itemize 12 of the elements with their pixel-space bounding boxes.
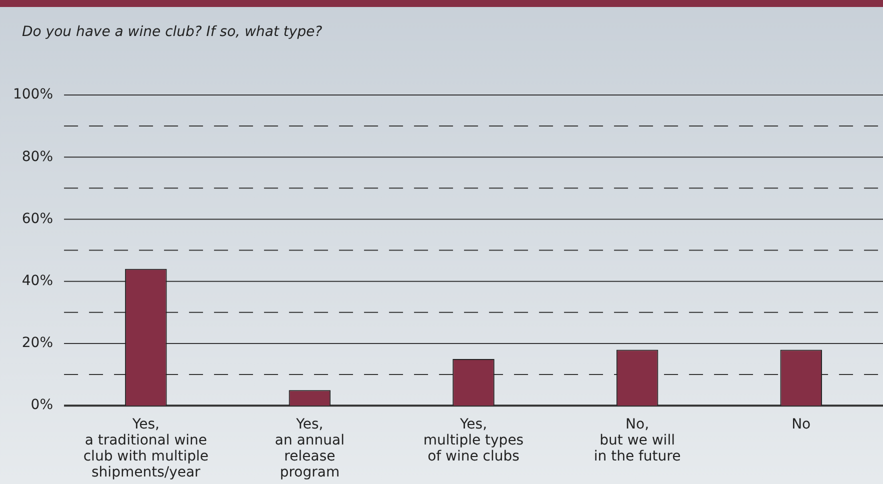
x-tick-label: Yes, a traditional wine club with multiple shipments/year [83, 416, 208, 481]
y-tick-label: 100% [12, 86, 54, 103]
y-tick-label: 20% [22, 335, 54, 352]
y-tick-label: 60% [22, 210, 54, 227]
chart-title: Do you have a wine club? If so, what type? [22, 24, 322, 40]
y-tick-label: 80% [22, 148, 54, 165]
x-tick-label: No [792, 416, 811, 432]
y-tick-label: 40% [22, 273, 54, 289]
x-tick-label: No, but we will in the future [594, 416, 681, 464]
x-tick-label: Yes, multiple types of wine clubs [423, 416, 524, 464]
x-tick-label: Yes, an annual release program [274, 416, 345, 481]
y-tick-label: 0% [30, 397, 54, 414]
